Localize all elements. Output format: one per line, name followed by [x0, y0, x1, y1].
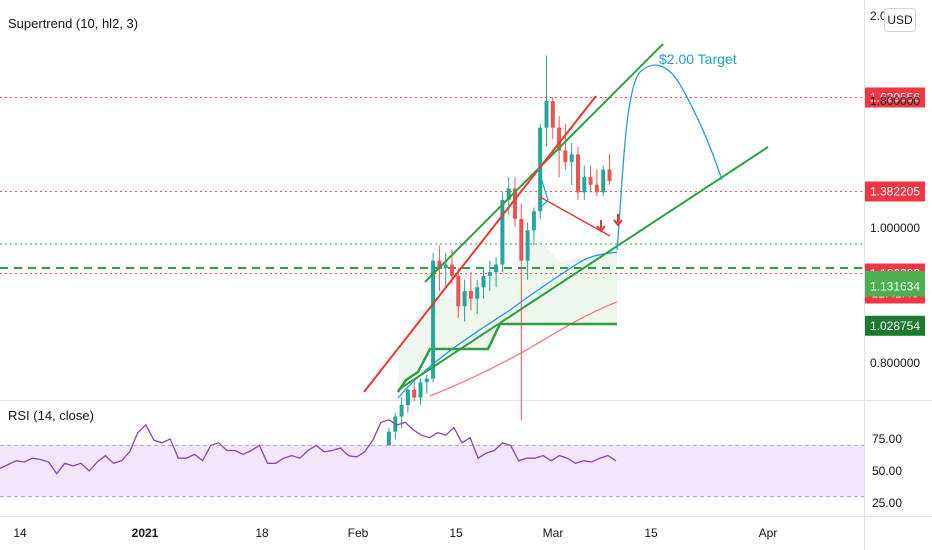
candle-body — [594, 184, 599, 193]
time-axis-label: 15 — [644, 526, 658, 540]
time-axis-label: Apr — [759, 526, 778, 540]
candle-body — [431, 260, 436, 379]
down-arrow-icon — [613, 214, 623, 227]
price-label-box — [865, 315, 925, 336]
time-axis-label: Mar — [543, 526, 564, 540]
candle-body — [437, 260, 442, 269]
price-label[interactable]: 1.131634 — [870, 280, 920, 294]
price-label[interactable]: 1.382205 — [870, 184, 920, 198]
price-label-box — [865, 181, 925, 202]
channel-lower-line[interactable] — [397, 146, 769, 391]
candle-body — [387, 431, 391, 455]
drawings — [363, 43, 769, 393]
candle-body — [424, 378, 429, 383]
supertrend-fill — [398, 240, 617, 392]
candle-body — [494, 264, 499, 273]
price-axis-label: 2.0 — [870, 9, 887, 23]
price-axis[interactable]: 2.0221211.6295561.3822051.16629212:41:40… — [865, 0, 925, 370]
currency-button[interactable]: USD — [884, 8, 916, 32]
candle-body — [506, 188, 511, 200]
candle-body — [456, 275, 461, 307]
candle-body — [563, 150, 568, 162]
candle-body — [399, 405, 404, 417]
candle-body — [513, 188, 517, 219]
candle-body — [607, 169, 612, 181]
rsi-pane — [0, 419, 864, 498]
time-axis-label: 18 — [255, 526, 269, 540]
rsi-legend[interactable]: RSI (14, close) — [8, 408, 94, 423]
target-projection-curve[interactable] — [616, 64, 723, 251]
rsi-band — [0, 445, 864, 497]
candle-body — [525, 230, 530, 261]
indicator-legend[interactable]: Supertrend (10, hl2, 3) — [8, 16, 138, 31]
candle-body — [412, 389, 417, 398]
candle-body — [500, 199, 505, 265]
price-label[interactable]: 1.629556 — [870, 90, 920, 104]
pennant-upper-line[interactable] — [539, 196, 611, 237]
time-axis-label: 14 — [13, 526, 27, 540]
candle-body — [519, 218, 524, 261]
candle-body — [475, 287, 480, 299]
candle-body — [443, 264, 448, 269]
candle-body — [481, 275, 486, 288]
rsi-axis-label: 50.00 — [872, 464, 902, 478]
price-levels — [0, 96, 864, 275]
moving-averages — [397, 251, 618, 399]
price-label[interactable]: 1.028754 — [870, 319, 920, 333]
candle-body — [462, 291, 467, 307]
candle-body — [487, 272, 492, 276]
time-axis-label: 2021 — [132, 526, 159, 540]
price-axis-label: 1.800000 — [870, 94, 920, 108]
pennant-projection[interactable] — [537, 167, 549, 209]
target-annotation[interactable]: $2.00 Target — [659, 51, 737, 67]
candle-body — [550, 101, 555, 128]
candle-body — [557, 127, 562, 151]
red-trend-line[interactable] — [363, 95, 597, 393]
price-label-box — [865, 87, 925, 108]
price-axis-label: 0.800000 — [870, 356, 920, 370]
supertrend-area — [398, 240, 617, 392]
time-axis[interactable]: 14 2021 18 Feb 15 Mar 15 Apr — [13, 526, 777, 540]
down-arrow-icon — [596, 220, 606, 233]
candle-body — [531, 211, 536, 231]
candle-body — [544, 101, 549, 128]
candle-body — [538, 127, 543, 212]
time-axis-label: Feb — [348, 526, 369, 540]
candle-body — [405, 389, 410, 406]
candle-body — [569, 154, 574, 162]
price-axis-label: 1.000000 — [870, 221, 920, 235]
candle-body — [450, 264, 454, 276]
rsi-axis-label: 25.00 — [872, 496, 902, 510]
candle-body — [576, 154, 580, 193]
price-label-box — [865, 276, 925, 297]
candle-body — [468, 291, 473, 299]
rsi-axis: 75.00 50.00 25.00 — [872, 432, 902, 510]
time-axis-label: 15 — [449, 526, 463, 540]
candle-body — [582, 177, 587, 193]
rsi-line — [0, 419, 617, 475]
ema-fast-line — [397, 251, 618, 399]
candle-body — [588, 177, 593, 185]
candle-body — [601, 169, 606, 193]
candle-body — [418, 382, 423, 398]
rsi-axis-label: 75.00 — [872, 432, 902, 446]
ema-slow-line — [429, 301, 618, 397]
